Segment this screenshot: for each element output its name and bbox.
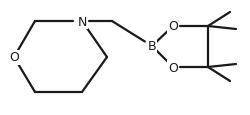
Text: O: O: [168, 61, 178, 74]
Text: N: N: [77, 15, 87, 28]
Text: O: O: [9, 51, 19, 64]
Text: B: B: [148, 40, 156, 53]
Text: O: O: [168, 20, 178, 33]
